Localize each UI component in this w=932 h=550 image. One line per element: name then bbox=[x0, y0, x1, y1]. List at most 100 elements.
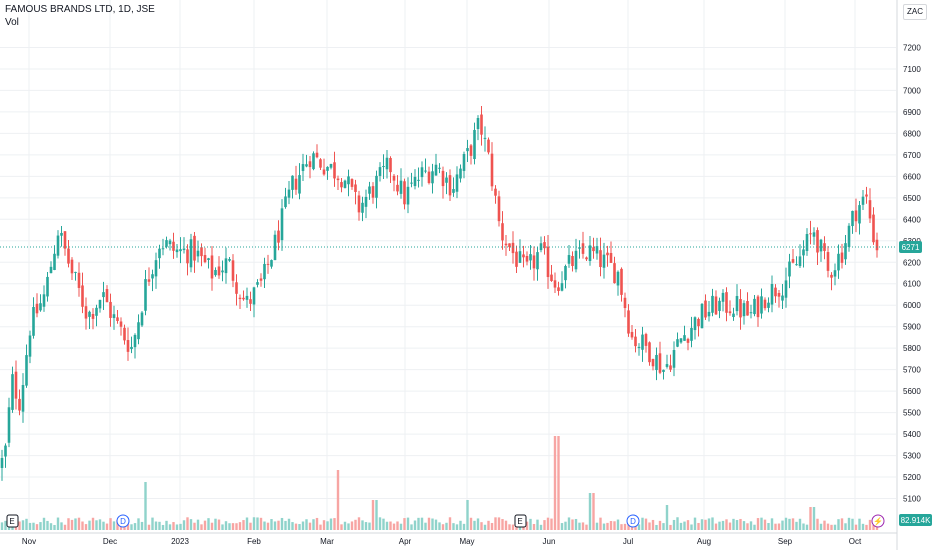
volume-bar bbox=[361, 520, 364, 530]
candle-body bbox=[644, 334, 648, 346]
volume-bar bbox=[644, 518, 648, 530]
volume-bar bbox=[648, 522, 651, 530]
candle-body bbox=[0, 458, 4, 468]
volume-bar bbox=[266, 522, 270, 530]
candle-body bbox=[161, 248, 165, 250]
volume-bar bbox=[392, 523, 396, 530]
candle-body bbox=[231, 260, 235, 281]
volume-bar bbox=[242, 520, 245, 530]
volume-bar bbox=[42, 517, 46, 530]
y-tick-label: 7100 bbox=[903, 65, 921, 74]
candle-body bbox=[67, 248, 70, 264]
volume-bar bbox=[137, 518, 140, 530]
volume-bar bbox=[133, 523, 137, 530]
volume-bar bbox=[788, 518, 791, 530]
volume-bar bbox=[189, 519, 193, 530]
volume-bar bbox=[294, 523, 298, 530]
volume-bar bbox=[795, 521, 798, 530]
candle-body bbox=[280, 208, 284, 241]
volume-bar bbox=[0, 522, 4, 530]
x-tick-label: Oct bbox=[849, 537, 862, 546]
candle-body bbox=[81, 285, 84, 307]
volume-bar bbox=[179, 523, 182, 530]
dividend-marker[interactable] bbox=[626, 514, 640, 528]
volume-bar bbox=[102, 521, 105, 530]
volume-bar bbox=[494, 517, 497, 530]
volume-bar bbox=[207, 518, 210, 530]
candle-body bbox=[627, 310, 630, 334]
volume-bar bbox=[620, 524, 623, 530]
candle-body bbox=[847, 225, 851, 247]
volume-bar bbox=[585, 524, 588, 530]
dividend-marker[interactable] bbox=[116, 514, 130, 528]
candle-body bbox=[347, 176, 350, 185]
candle-body bbox=[501, 223, 504, 241]
volume-bar bbox=[662, 523, 665, 530]
volume-bar bbox=[791, 518, 795, 530]
earnings-marker[interactable] bbox=[6, 514, 19, 528]
volume-bar bbox=[851, 518, 854, 530]
candle-body bbox=[679, 338, 683, 343]
volume-bar bbox=[690, 524, 693, 530]
volume-bar bbox=[462, 523, 466, 530]
candle-body bbox=[700, 303, 704, 329]
volume-bar bbox=[452, 523, 455, 530]
candle-body bbox=[616, 271, 620, 286]
volume-bar bbox=[130, 524, 133, 530]
volume-bar bbox=[319, 524, 322, 530]
volume-bar bbox=[553, 436, 557, 530]
volume-bar bbox=[707, 518, 711, 530]
volume-bar bbox=[399, 523, 403, 530]
volume-bar bbox=[144, 482, 147, 530]
y-tick-label: 5900 bbox=[903, 323, 921, 332]
candle-body bbox=[844, 243, 847, 260]
currency-badge[interactable]: ZAC bbox=[903, 4, 927, 20]
candle-body bbox=[35, 303, 39, 314]
split-marker[interactable] bbox=[871, 514, 885, 528]
candle-body bbox=[25, 355, 28, 386]
volume-bar bbox=[217, 519, 221, 530]
volume-bar bbox=[861, 523, 865, 530]
candle-body bbox=[770, 283, 774, 305]
volume-bar bbox=[595, 522, 599, 530]
volume-bar bbox=[95, 520, 98, 530]
candle-body bbox=[504, 243, 508, 246]
event-marker-symbol: E bbox=[9, 517, 14, 526]
candle-body bbox=[462, 154, 466, 171]
volume-bar bbox=[574, 518, 578, 530]
volume-bar bbox=[385, 521, 389, 530]
earnings-marker[interactable] bbox=[514, 514, 527, 528]
candle-body bbox=[392, 175, 396, 181]
candle-body bbox=[116, 317, 119, 321]
volume-bar bbox=[126, 524, 130, 530]
volume-bar bbox=[578, 522, 581, 530]
candle-body bbox=[119, 321, 123, 327]
volume-bar bbox=[168, 524, 172, 530]
volume-bar bbox=[270, 519, 273, 530]
candle-body bbox=[704, 300, 707, 318]
volume-bar bbox=[424, 522, 427, 530]
volume-bar bbox=[329, 518, 333, 530]
candle-body bbox=[193, 235, 196, 261]
candle-body bbox=[357, 195, 361, 213]
candle-body bbox=[263, 263, 266, 280]
volume-bar bbox=[28, 522, 32, 530]
candle-body bbox=[123, 327, 126, 341]
volume-bar bbox=[389, 521, 392, 530]
candle-body bbox=[487, 139, 490, 153]
candle-body bbox=[298, 175, 301, 194]
candle-body bbox=[634, 336, 637, 347]
candle-body bbox=[200, 247, 203, 257]
candle-body bbox=[74, 271, 77, 273]
y-tick-label: 6900 bbox=[903, 108, 921, 117]
x-tick-label: Feb bbox=[247, 537, 261, 546]
candle-body bbox=[606, 252, 609, 256]
volume-bar bbox=[798, 518, 802, 530]
volume-bar bbox=[490, 522, 494, 530]
volume-bar bbox=[322, 520, 326, 530]
candle-body bbox=[329, 163, 333, 168]
volume-bar bbox=[301, 521, 305, 530]
y-tick-label: 6600 bbox=[903, 172, 921, 181]
candle-body bbox=[189, 239, 193, 268]
